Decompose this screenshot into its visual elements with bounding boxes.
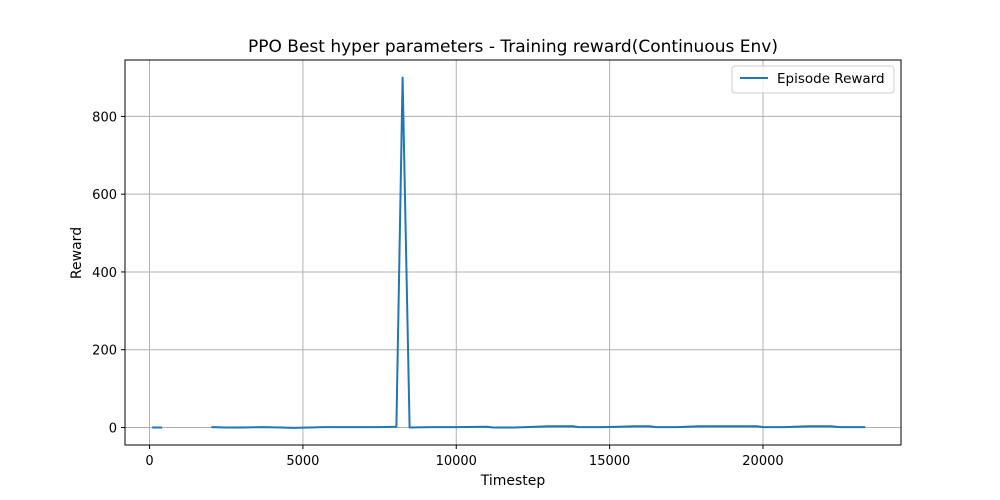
legend-label: Episode Reward: [777, 71, 885, 87]
chart-title: PPO Best hyper parameters - Training rew…: [248, 37, 778, 57]
y-tick-label: 600: [92, 188, 117, 203]
x-tick-label: 10000: [436, 454, 477, 469]
y-axis-label: Reward: [69, 227, 85, 279]
x-tick-label: 5000: [286, 454, 319, 469]
x-tick-label: 0: [145, 454, 153, 469]
plot-frame: [124, 59, 902, 446]
y-tick-label: 200: [92, 344, 117, 359]
plot-data: [152, 76, 866, 429]
y-tick-label: 400: [92, 266, 117, 281]
y-tick-label: 800: [92, 110, 117, 125]
legend-box: [731, 65, 895, 94]
series-line-segment: [211, 76, 866, 429]
x-axis-label: Timestep: [480, 473, 546, 489]
axis-ticks: 0 5000 10000 15000 20000 0 200 400 600 800: [92, 110, 783, 469]
legend: Episode Reward: [731, 65, 895, 94]
x-tick-label: 20000: [742, 454, 783, 469]
x-tick-label: 15000: [589, 454, 630, 469]
y-tick-label: 0: [109, 422, 117, 437]
